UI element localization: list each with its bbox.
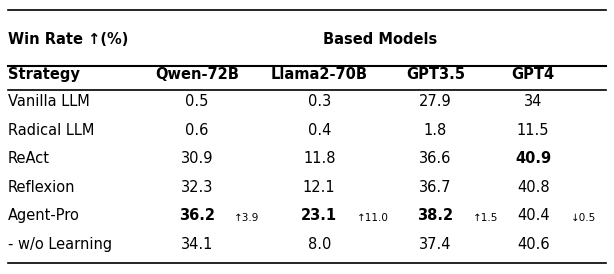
Text: 40.6: 40.6 <box>517 237 550 252</box>
Text: ReAct: ReAct <box>7 151 50 166</box>
Text: 38.2: 38.2 <box>418 208 453 223</box>
Text: Vanilla LLM: Vanilla LLM <box>7 94 89 109</box>
Text: 36.6: 36.6 <box>419 151 451 166</box>
Text: 37.4: 37.4 <box>419 237 452 252</box>
Text: Agent-Pro: Agent-Pro <box>7 208 79 223</box>
Text: Reflexion: Reflexion <box>7 180 75 195</box>
Text: Strategy: Strategy <box>7 67 79 82</box>
Text: GPT3.5: GPT3.5 <box>406 67 465 82</box>
Text: 34.1: 34.1 <box>181 237 213 252</box>
Text: 0.5: 0.5 <box>185 94 209 109</box>
Text: 0.4: 0.4 <box>308 123 331 138</box>
Text: 36.2: 36.2 <box>179 208 215 223</box>
Text: Win Rate ↑(%): Win Rate ↑(%) <box>7 32 128 47</box>
Text: Radical LLM: Radical LLM <box>7 123 94 138</box>
Text: 40.4: 40.4 <box>517 208 550 223</box>
Text: ↑1.5: ↑1.5 <box>473 213 498 223</box>
Text: Llama2-70B: Llama2-70B <box>271 67 368 82</box>
Text: 32.3: 32.3 <box>181 180 213 195</box>
Text: 30.9: 30.9 <box>181 151 213 166</box>
Text: 1.8: 1.8 <box>424 123 447 138</box>
Text: 0.3: 0.3 <box>308 94 331 109</box>
Text: 0.6: 0.6 <box>185 123 209 138</box>
Text: 23.1: 23.1 <box>301 208 337 223</box>
Text: 11.5: 11.5 <box>517 123 550 138</box>
Text: 40.9: 40.9 <box>515 151 551 166</box>
Text: 36.7: 36.7 <box>419 180 452 195</box>
Text: 27.9: 27.9 <box>419 94 452 109</box>
Text: ↓0.5: ↓0.5 <box>570 213 596 223</box>
Text: - w/o Learning: - w/o Learning <box>7 237 112 252</box>
Text: 34: 34 <box>524 94 542 109</box>
Text: 11.8: 11.8 <box>303 151 335 166</box>
Text: ↑3.9: ↑3.9 <box>235 213 260 223</box>
Text: 12.1: 12.1 <box>303 180 335 195</box>
Text: Based Models: Based Models <box>323 32 437 47</box>
Text: 8.0: 8.0 <box>308 237 331 252</box>
Text: 40.8: 40.8 <box>517 180 550 195</box>
Text: ↑11.0: ↑11.0 <box>357 213 389 223</box>
Text: GPT4: GPT4 <box>511 67 554 82</box>
Text: Qwen-72B: Qwen-72B <box>155 67 239 82</box>
